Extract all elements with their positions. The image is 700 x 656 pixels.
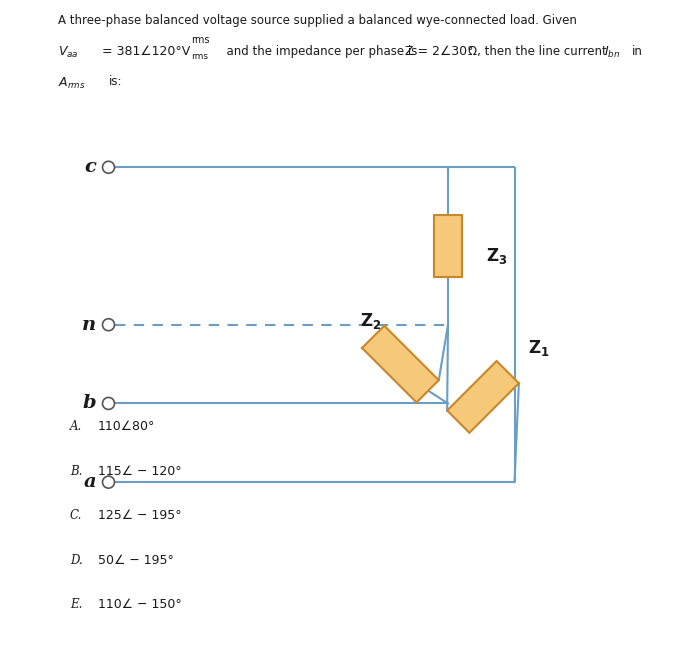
Polygon shape (434, 215, 462, 277)
Text: 110∠ − 150°: 110∠ − 150° (98, 598, 182, 611)
Text: 125∠ − 195°: 125∠ − 195° (98, 509, 181, 522)
Text: $\mathbf{Z_3}$: $\mathbf{Z_3}$ (486, 246, 507, 266)
Text: Ω, then the line current: Ω, then the line current (468, 45, 606, 58)
Text: b: b (83, 394, 97, 413)
Text: $\mathbf{Z_2}$: $\mathbf{Z_2}$ (360, 312, 382, 331)
Text: 110∠80°: 110∠80° (98, 420, 155, 433)
Text: A.: A. (70, 420, 83, 433)
Text: Z = 2∠30°: Z = 2∠30° (401, 45, 474, 58)
Text: $I_{bn}$: $I_{bn}$ (604, 45, 620, 60)
Text: in: in (632, 45, 643, 58)
Text: 50∠ − 195°: 50∠ − 195° (98, 554, 174, 567)
Text: E.: E. (70, 598, 83, 611)
Text: = 381∠120°V: = 381∠120°V (102, 45, 190, 58)
Circle shape (102, 476, 115, 488)
Text: is:: is: (108, 75, 122, 89)
Text: rms: rms (191, 35, 209, 45)
Text: c: c (85, 158, 97, 176)
Polygon shape (362, 326, 439, 402)
Polygon shape (447, 361, 519, 433)
Circle shape (102, 398, 115, 409)
Text: and the impedance per phase is: and the impedance per phase is (219, 45, 417, 58)
Text: C.: C. (70, 509, 83, 522)
Text: A three-phase balanced voltage source supplied a balanced wye-connected load. Gi: A three-phase balanced voltage source su… (58, 14, 577, 28)
Text: D.: D. (70, 554, 83, 567)
Text: rms: rms (191, 52, 208, 62)
Text: $A_{rms}$: $A_{rms}$ (58, 75, 86, 91)
Text: B.: B. (70, 464, 83, 478)
Text: n: n (83, 316, 97, 334)
Circle shape (102, 319, 115, 331)
Text: a: a (84, 473, 97, 491)
Text: $\mathbf{Z_1}$: $\mathbf{Z_1}$ (528, 338, 550, 358)
Text: 115∠ − 120°: 115∠ − 120° (98, 464, 181, 478)
Circle shape (102, 161, 115, 173)
Text: $V_{aa}$: $V_{aa}$ (58, 45, 79, 60)
